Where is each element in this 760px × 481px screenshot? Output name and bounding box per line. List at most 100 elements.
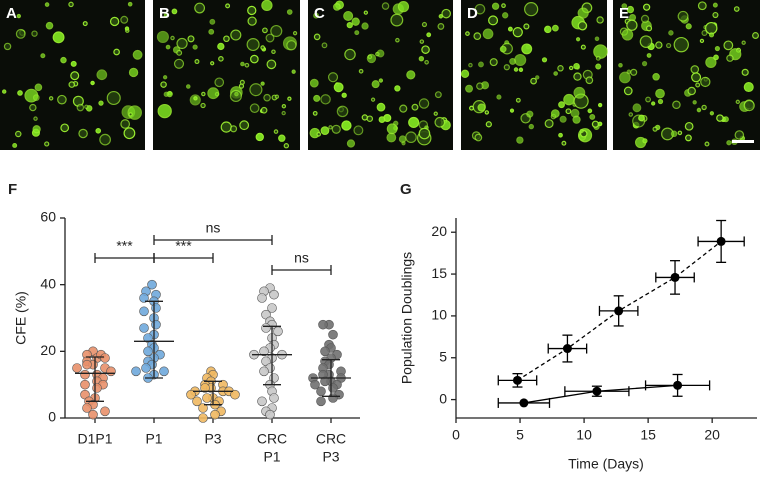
cell [346, 22, 353, 29]
cell [726, 54, 734, 62]
cell [652, 73, 660, 81]
cell [358, 68, 364, 74]
point [592, 386, 602, 396]
x-tick-label: CRC [316, 431, 346, 447]
dot [139, 293, 149, 303]
cell [247, 5, 257, 16]
cell [208, 28, 215, 35]
cell [328, 125, 333, 130]
cell [619, 71, 631, 84]
cell [390, 13, 404, 27]
cell [163, 91, 169, 97]
dot [267, 303, 277, 313]
cell [218, 56, 224, 62]
cell [333, 3, 341, 11]
cell [411, 103, 419, 111]
cell [591, 120, 600, 128]
dot [141, 363, 151, 373]
cell [381, 2, 390, 10]
cell [621, 28, 634, 41]
cell [563, 93, 575, 106]
panel-letter: G [400, 181, 412, 198]
x-tick-label: 15 [640, 427, 656, 443]
cell [399, 104, 408, 113]
cell [260, 45, 266, 50]
cell [752, 32, 759, 40]
cell [643, 3, 651, 11]
dot [328, 393, 338, 403]
cell [690, 65, 700, 74]
cell [57, 94, 67, 105]
cell [45, 21, 54, 30]
cell [127, 1, 133, 7]
dot [143, 346, 153, 357]
cell [626, 19, 638, 31]
cell [341, 120, 352, 131]
cell [705, 21, 718, 35]
cell [482, 28, 494, 40]
dot [192, 396, 202, 407]
cell [48, 96, 54, 101]
cell [394, 85, 401, 92]
cell [344, 48, 356, 61]
dot [88, 409, 98, 420]
cell [40, 53, 46, 59]
dot [265, 409, 275, 420]
cell [225, 3, 231, 9]
cell [672, 100, 681, 110]
cell [465, 31, 470, 36]
dot [82, 403, 92, 413]
cell [639, 35, 653, 48]
cell [418, 56, 425, 62]
cell [565, 108, 572, 115]
dot [139, 323, 149, 333]
cell [485, 121, 492, 128]
cell [270, 24, 283, 38]
cell [577, 20, 588, 31]
cell [210, 61, 215, 66]
cell [123, 127, 136, 140]
dot [106, 366, 116, 377]
significance-label: *** [175, 238, 192, 254]
cell [743, 99, 755, 112]
cell [484, 110, 490, 115]
cell [630, 68, 638, 76]
dot [100, 353, 110, 363]
cell [408, 116, 420, 129]
y-tick-label: 10 [431, 307, 447, 323]
cell [120, 15, 129, 24]
cell [491, 2, 500, 10]
cell [657, 98, 664, 105]
cell [29, 103, 37, 112]
cell [645, 25, 653, 32]
cell [623, 86, 633, 96]
cell [712, 11, 719, 19]
y-tick-label: 20 [431, 223, 447, 239]
cell [709, 111, 715, 116]
point [673, 380, 683, 390]
cell [12, 142, 18, 148]
cell [501, 3, 506, 9]
dot [139, 306, 149, 317]
cell [128, 67, 139, 78]
dot [257, 293, 267, 303]
cell [70, 60, 77, 67]
cell [194, 59, 200, 65]
cell [386, 123, 398, 135]
y-tick-label: 40 [40, 275, 56, 291]
cell [666, 42, 672, 49]
cell [170, 35, 175, 41]
cell [553, 71, 558, 76]
cell [113, 48, 120, 56]
cell [286, 40, 297, 51]
cell [528, 123, 534, 130]
dot [261, 323, 271, 333]
cell [541, 57, 548, 63]
cell [735, 99, 740, 105]
cell [291, 69, 296, 74]
cell [207, 87, 220, 100]
cell [209, 18, 216, 25]
cell [621, 3, 628, 9]
cell [507, 26, 513, 32]
cell [333, 82, 344, 93]
